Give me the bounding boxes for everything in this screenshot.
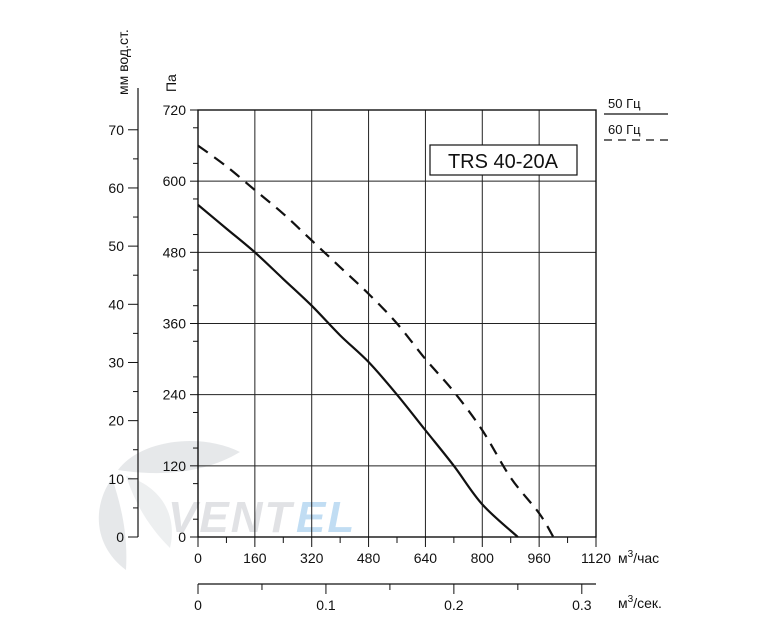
x-tick-label: 480 [357,550,381,566]
x2-tick-label: 0 [194,597,202,613]
x2-axis: 0 0.1 0.2 0.3 [194,583,596,613]
mm-tick-label: 20 [108,413,124,429]
legend-label-60hz: 60 Гц [608,122,641,137]
x2-tick-label: 0.3 [572,597,592,613]
x2-tick-label: 0.1 [316,597,336,613]
pa-tick-label: 120 [163,458,187,474]
x-axis-unit: м3/час [618,549,659,566]
watermark-text: VENT [168,493,294,542]
x-tick-label: 160 [243,550,267,566]
x-tick-label: 800 [471,550,495,566]
y2-axis-unit: мм вод.ст. [115,29,131,95]
fan-blade-shape [98,478,127,570]
series-lines [197,144,555,538]
x-tick-label: 1120 [581,550,611,566]
pa-tick-label: 360 [163,316,187,332]
mm-tick-label: 40 [108,296,124,312]
pa-tick-label: 0 [178,529,186,545]
y-axis-unit: Па [163,74,179,92]
mm-tick-label: 70 [108,122,124,138]
watermark-text-accent: EL [296,493,356,542]
legend: 50 Гц 60 Гц [604,96,668,141]
mm-tick-label: 10 [108,471,124,487]
x2-tick-label: 0.2 [444,597,464,613]
left-outer-axis: 0 10 20 30 40 50 60 70 [108,88,139,545]
x2-axis-unit: м3/сек. [618,594,662,611]
x-tick-label: 320 [300,550,324,566]
model-label-box [429,144,578,176]
x-axis: 0 160 320 480 640 800 960 1120 [194,537,611,566]
fan-blade-shape [118,440,240,474]
model-label: TRS 40-20A [448,151,559,173]
legend-label-50hz: 50 Гц [608,96,641,111]
series-line-60hz [197,144,555,538]
pa-axis: 0 120 240 360 480 600 720 [163,102,198,545]
x-tick-label: 0 [194,550,202,566]
mm-tick-label: 30 [108,354,124,370]
mm-tick-label: 60 [108,180,124,196]
pa-tick-label: 600 [163,173,187,189]
pa-tick-label: 480 [163,244,187,260]
pa-tick-label: 240 [163,387,187,403]
mm-tick-label: 50 [108,238,124,254]
mm-tick-label: 0 [116,529,124,545]
pa-tick-label: 720 [163,102,187,118]
x-tick-label: 960 [527,550,551,566]
x-tick-label: 640 [414,550,438,566]
series-line-50hz [197,204,519,538]
